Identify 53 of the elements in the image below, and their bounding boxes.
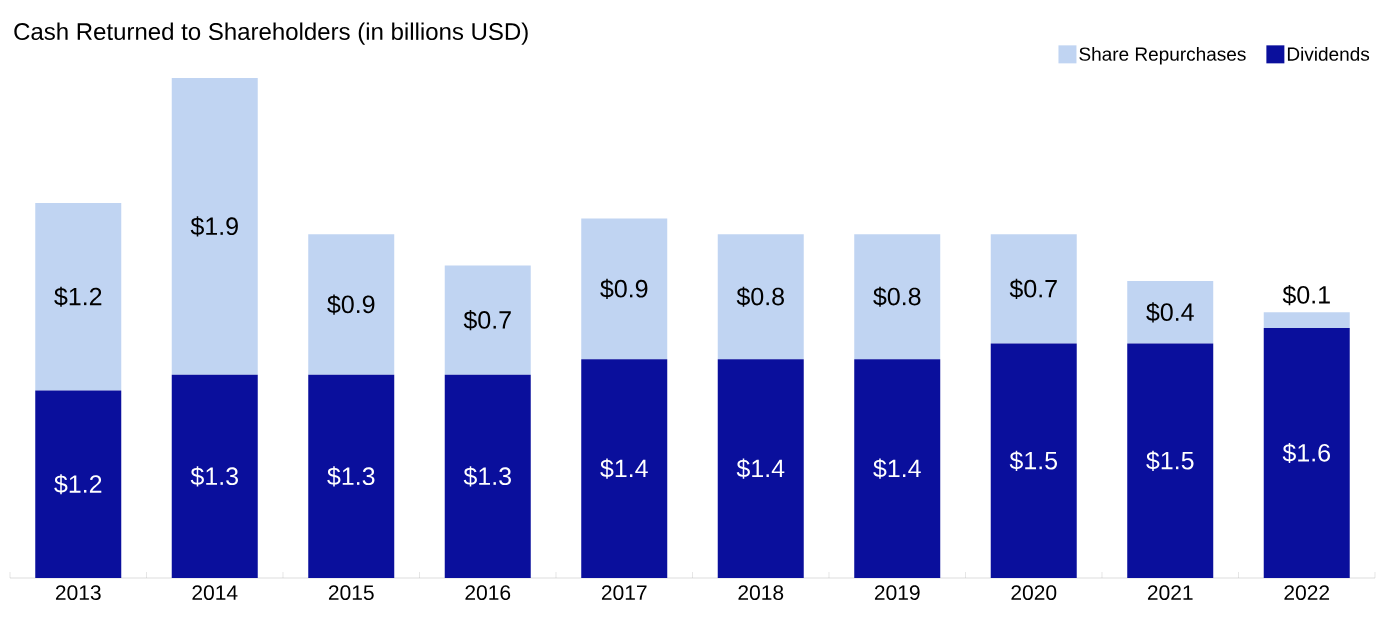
bar <box>581 218 668 360</box>
legend-label: Share Repurchases <box>1079 46 1246 65</box>
bar <box>581 359 668 578</box>
bar <box>717 234 804 360</box>
x-tick-label: 2021 <box>1147 585 1193 601</box>
x-tick-label: 2020 <box>1011 585 1057 601</box>
x-tick-label: 2018 <box>738 585 784 601</box>
bar <box>171 77 258 375</box>
data-label: $0.9 <box>600 278 648 300</box>
data-label: $0.8 <box>736 286 784 307</box>
data-label: $1.3 <box>190 466 238 487</box>
data-label: $1.2 <box>54 474 102 495</box>
bar <box>35 390 122 578</box>
bar <box>308 374 395 578</box>
bar <box>444 265 531 375</box>
data-label: $0.7 <box>463 310 511 331</box>
bar <box>171 374 258 578</box>
data-label: $1.4 <box>600 458 648 479</box>
data-label: $0.1 <box>1282 284 1330 306</box>
data-label: $1.6 <box>1282 442 1330 464</box>
bar <box>717 359 804 578</box>
data-label: $1.5 <box>1009 450 1058 471</box>
legend-label: Dividends <box>1287 46 1370 61</box>
bar <box>990 343 1077 578</box>
bar <box>1263 312 1350 328</box>
data-label: $1.5 <box>1146 450 1194 471</box>
bar <box>444 374 531 578</box>
chart-title: Cash Returned to Shareholders (in billions USD) <box>14 22 528 45</box>
bar <box>854 359 941 578</box>
data-label: $1.2 <box>54 286 102 307</box>
data-label: $1.3 <box>327 466 375 487</box>
bar <box>854 234 941 360</box>
bar <box>990 234 1077 344</box>
data-label: $0.9 <box>327 294 375 315</box>
data-label: $1.4 <box>736 458 785 479</box>
x-tick-label: 2013 <box>55 585 101 601</box>
bar <box>35 203 122 391</box>
data-label: $1.3 <box>463 466 511 487</box>
x-tick-label: 2014 <box>192 585 238 601</box>
x-tick-label: 2016 <box>465 585 511 601</box>
x-tick-label: 2022 <box>1284 585 1330 601</box>
bar <box>1263 328 1350 578</box>
x-tick-label: 2019 <box>874 585 920 601</box>
x-tick-label: 2015 <box>328 585 374 601</box>
bar <box>1127 343 1214 578</box>
data-label: $0.8 <box>873 286 921 307</box>
data-label: $0.4 <box>1146 302 1194 323</box>
bar <box>308 234 395 375</box>
data-label: $0.7 <box>1009 278 1057 300</box>
bar <box>1127 281 1214 344</box>
data-label: $1.4 <box>873 458 921 479</box>
data-label: $1.9 <box>190 216 238 237</box>
x-tick-label: 2017 <box>601 585 647 601</box>
